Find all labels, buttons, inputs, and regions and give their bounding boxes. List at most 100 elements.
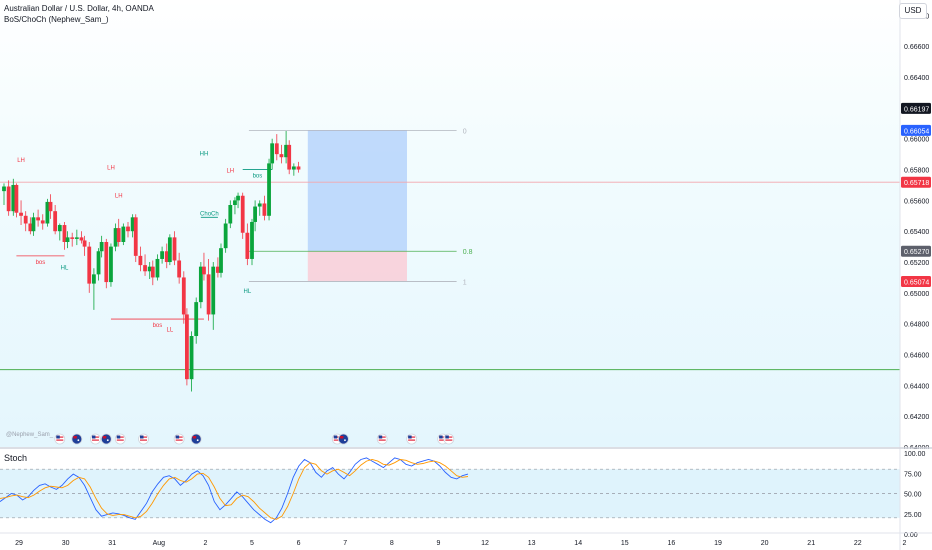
stoch-tick-3: 25.00 (904, 512, 922, 519)
candle-69 (296, 161, 301, 173)
candle-34 (147, 262, 152, 279)
candle-body-59 (253, 206, 257, 222)
time-tick-18: 22 (854, 540, 862, 547)
currency-button[interactable]: USD (899, 3, 927, 19)
time-tick-3: Aug (153, 540, 166, 547)
time-axis[interactable]: 29 30 31 Aug 2 5 6 7 8 9 12 13 14 15 16 19 20 21 22 2 (0, 532, 932, 547)
candle-body-62 (267, 163, 271, 216)
candle-body-13 (57, 225, 62, 232)
us-flag-icon[interactable] (376, 433, 388, 445)
indicator-title: BoS/ChoCh (Nephew_Sam_) (4, 15, 109, 24)
candle-body-35 (150, 266, 155, 278)
flag-circle-7 (190, 433, 202, 445)
candle-body-29 (126, 226, 130, 232)
structure-label-3: bos (253, 174, 263, 180)
flag-circle-9 (338, 433, 349, 445)
candle-54 (233, 197, 237, 215)
swing-label-6: HH (200, 152, 209, 158)
candle-body-37 (160, 251, 164, 259)
candle-body-19 (82, 240, 87, 247)
flag-canton-12 (439, 435, 443, 439)
candle-body-55 (236, 195, 240, 201)
stoch-tick-4: 0.00 (904, 532, 918, 539)
rr-loss-zone (307, 251, 407, 282)
au-flag-icon[interactable] (100, 433, 112, 445)
price-tick-10: 0.64800 (904, 322, 929, 329)
candle-47 (202, 252, 206, 281)
fib-label-1: 0.8 (463, 249, 473, 256)
candle-20 (87, 241, 92, 293)
us-flag-icon[interactable] (173, 433, 185, 445)
candle-body-48 (206, 274, 211, 315)
swing-label-3: LH (115, 193, 123, 199)
candle-48 (206, 258, 211, 321)
flag-stripe-b-4 (116, 439, 124, 441)
candle-38 (164, 243, 169, 269)
price-badge-bg-1 (901, 124, 931, 136)
candle-body-27 (116, 228, 121, 242)
au-flag-icon[interactable] (338, 433, 349, 445)
candle-body-26 (113, 228, 118, 247)
price-tick-8: 0.65200 (904, 260, 929, 267)
candle-5 (23, 211, 28, 232)
time-tick-17: 21 (807, 540, 815, 547)
candle-body-49 (211, 266, 216, 315)
candle-body-2 (11, 184, 16, 212)
candle-body-1 (6, 186, 11, 212)
flag-star-9 (344, 439, 346, 442)
candle-body-42 (181, 277, 186, 315)
price-tick-7: 0.65400 (904, 229, 929, 236)
us-flag-icon[interactable] (114, 433, 126, 445)
candle-31 (133, 214, 138, 263)
candle-body-7 (31, 217, 36, 232)
time-tick-16: 20 (761, 540, 769, 547)
candle-46 (198, 262, 203, 309)
us-flag-icon[interactable] (90, 433, 101, 445)
us-flag-icon[interactable] (138, 433, 149, 445)
time-tick-6: 6 (297, 540, 301, 547)
candle-body-34 (147, 266, 152, 272)
us-flag-icon[interactable] (406, 433, 418, 445)
us-flag-icon[interactable] (54, 433, 66, 445)
candle-body-61 (262, 203, 267, 216)
candle-44 (189, 331, 194, 392)
price-badge-bg-4 (901, 275, 931, 287)
swing-label-0: LH (17, 158, 25, 164)
price-axis[interactable]: 0.668000.666000.664000.662000.660000.658… (899, 0, 932, 550)
candle-0 (2, 183, 6, 206)
candle-body-52 (223, 223, 228, 249)
candle-17 (74, 229, 79, 246)
candle-64 (274, 134, 279, 161)
price-badge-bg-0 (901, 102, 931, 114)
au-flag-icon[interactable] (190, 433, 202, 445)
candle-body-60 (257, 203, 262, 207)
time-tick-0: 29 (15, 540, 23, 547)
candle-9 (40, 214, 45, 230)
candle-21 (92, 268, 96, 310)
candle-26 (113, 223, 118, 252)
candle-11 (48, 194, 53, 219)
candle-61 (262, 195, 267, 221)
candle-body-41 (177, 260, 182, 278)
flag-stripe-b-2 (91, 439, 99, 441)
candle-body-65 (279, 154, 284, 158)
time-tick-1: 30 (62, 540, 70, 547)
candle-body-44 (189, 336, 194, 380)
swing-label-4: HL (61, 266, 69, 272)
candle-55 (236, 192, 240, 209)
price-badge-bg-3 (901, 245, 931, 257)
candle-body-10 (45, 201, 50, 224)
swing-label-5: LL (167, 327, 174, 333)
time-tick-12: 14 (574, 540, 582, 547)
swing-label-7: HL (244, 289, 252, 295)
candle-body-58 (250, 221, 254, 259)
stoch-pane: 100.00 75.00 50.00 25.00 0.00 (0, 447, 932, 550)
candle-45 (194, 297, 199, 344)
price-badge-0: 0.66197 (904, 106, 929, 113)
candle-body-39 (167, 237, 172, 263)
price-tick-11: 0.64600 (904, 353, 929, 360)
us-flag-icon[interactable] (443, 433, 455, 445)
au-flag-icon[interactable] (71, 433, 83, 445)
